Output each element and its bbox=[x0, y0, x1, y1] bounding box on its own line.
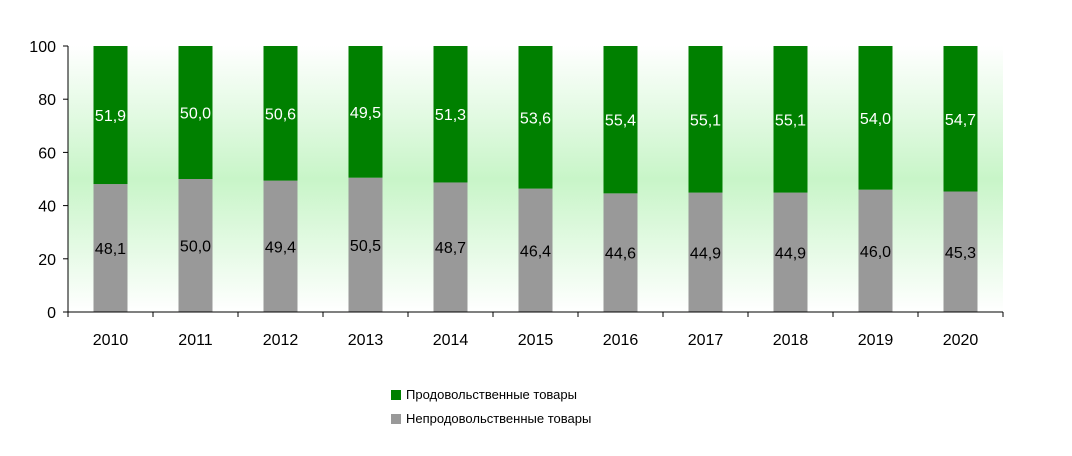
legend-item-nonfood: Непродовольственные товары bbox=[391, 411, 592, 426]
data-label-food-2014: 51,3 bbox=[435, 107, 466, 124]
data-label-nonfood-2018: 44,9 bbox=[775, 245, 806, 262]
y-tick-label-20: 20 bbox=[38, 252, 56, 269]
legend-label-nonfood: Непродовольственные товары bbox=[406, 411, 592, 426]
data-label-food-2017: 55,1 bbox=[690, 112, 721, 129]
legend: Продовольственные товары Непродовольстве… bbox=[391, 387, 592, 436]
x-tick-label-2012: 2012 bbox=[263, 332, 299, 349]
data-label-food-2015: 53,6 bbox=[520, 110, 551, 127]
bar-nonfood-2013 bbox=[348, 177, 383, 312]
data-label-nonfood-2010: 48,1 bbox=[95, 241, 126, 258]
bar-food-2012 bbox=[263, 46, 298, 181]
y-tick-label-80: 80 bbox=[38, 92, 56, 109]
data-label-food-2011: 50,0 bbox=[180, 106, 211, 123]
legend-item-food: Продовольственные товары bbox=[391, 387, 591, 402]
x-tick-label-2018: 2018 bbox=[773, 332, 809, 349]
data-label-food-2016: 55,4 bbox=[605, 113, 636, 130]
x-tick-label-2020: 2020 bbox=[943, 332, 979, 349]
bar-food-2018 bbox=[773, 46, 808, 193]
x-tick-label-2014: 2014 bbox=[433, 332, 469, 349]
bar-nonfood-2010 bbox=[93, 184, 128, 312]
bar-nonfood-2012 bbox=[263, 180, 298, 312]
bar-nonfood-2015 bbox=[518, 188, 553, 312]
bar-food-2013 bbox=[348, 46, 383, 178]
data-label-nonfood-2019: 46,0 bbox=[860, 244, 891, 261]
bar-food-2014 bbox=[433, 46, 468, 183]
data-label-food-2019: 54,0 bbox=[860, 111, 891, 128]
data-label-nonfood-2012: 49,4 bbox=[265, 239, 296, 256]
data-label-food-2020: 54,7 bbox=[945, 112, 976, 129]
x-tick-label-2015: 2015 bbox=[518, 332, 554, 349]
legend-label-food: Продовольственные товары bbox=[406, 387, 577, 402]
data-label-food-2013: 49,5 bbox=[350, 105, 381, 122]
bar-food-2011 bbox=[178, 46, 213, 179]
y-tick-label-60: 60 bbox=[38, 145, 56, 162]
bar-nonfood-2018 bbox=[773, 192, 808, 312]
data-label-food-2010: 51,9 bbox=[95, 108, 126, 125]
data-label-nonfood-2014: 48,7 bbox=[435, 240, 466, 257]
x-tick-label-2013: 2013 bbox=[348, 332, 384, 349]
bar-nonfood-2017 bbox=[688, 192, 723, 312]
data-label-nonfood-2020: 45,3 bbox=[945, 245, 976, 262]
y-tick-label-40: 40 bbox=[38, 199, 56, 216]
data-label-nonfood-2011: 50,0 bbox=[180, 239, 211, 256]
bar-food-2016 bbox=[603, 46, 638, 194]
legend-swatch-food bbox=[391, 389, 401, 400]
bar-food-2020 bbox=[943, 46, 978, 192]
x-tick-label-2016: 2016 bbox=[603, 332, 639, 349]
bar-food-2019 bbox=[858, 46, 893, 190]
bar-nonfood-2020 bbox=[943, 191, 978, 312]
data-label-food-2012: 50,6 bbox=[265, 106, 296, 123]
bar-food-2015 bbox=[518, 46, 553, 189]
bar-nonfood-2014 bbox=[433, 182, 468, 312]
x-tick-label-2010: 2010 bbox=[93, 332, 129, 349]
x-tick-label-2017: 2017 bbox=[688, 332, 724, 349]
x-tick-label-2019: 2019 bbox=[858, 332, 894, 349]
y-tick-label-0: 0 bbox=[47, 305, 56, 322]
data-label-food-2018: 55,1 bbox=[775, 112, 806, 129]
bar-nonfood-2016 bbox=[603, 193, 638, 312]
x-tick-label-2011: 2011 bbox=[178, 332, 213, 349]
bar-nonfood-2011 bbox=[178, 179, 213, 312]
bar-nonfood-2019 bbox=[858, 189, 893, 312]
data-label-nonfood-2016: 44,6 bbox=[605, 246, 636, 263]
bar-food-2010 bbox=[93, 46, 128, 185]
y-tick-label-100: 100 bbox=[29, 39, 56, 56]
data-label-nonfood-2015: 46,4 bbox=[520, 243, 551, 260]
bar-food-2017 bbox=[688, 46, 723, 193]
data-label-nonfood-2017: 44,9 bbox=[690, 245, 721, 262]
legend-swatch-nonfood bbox=[391, 413, 401, 424]
data-label-nonfood-2013: 50,5 bbox=[350, 238, 381, 255]
